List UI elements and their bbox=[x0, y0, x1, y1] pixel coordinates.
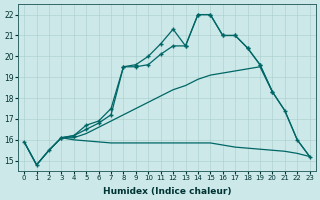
X-axis label: Humidex (Indice chaleur): Humidex (Indice chaleur) bbox=[103, 187, 231, 196]
